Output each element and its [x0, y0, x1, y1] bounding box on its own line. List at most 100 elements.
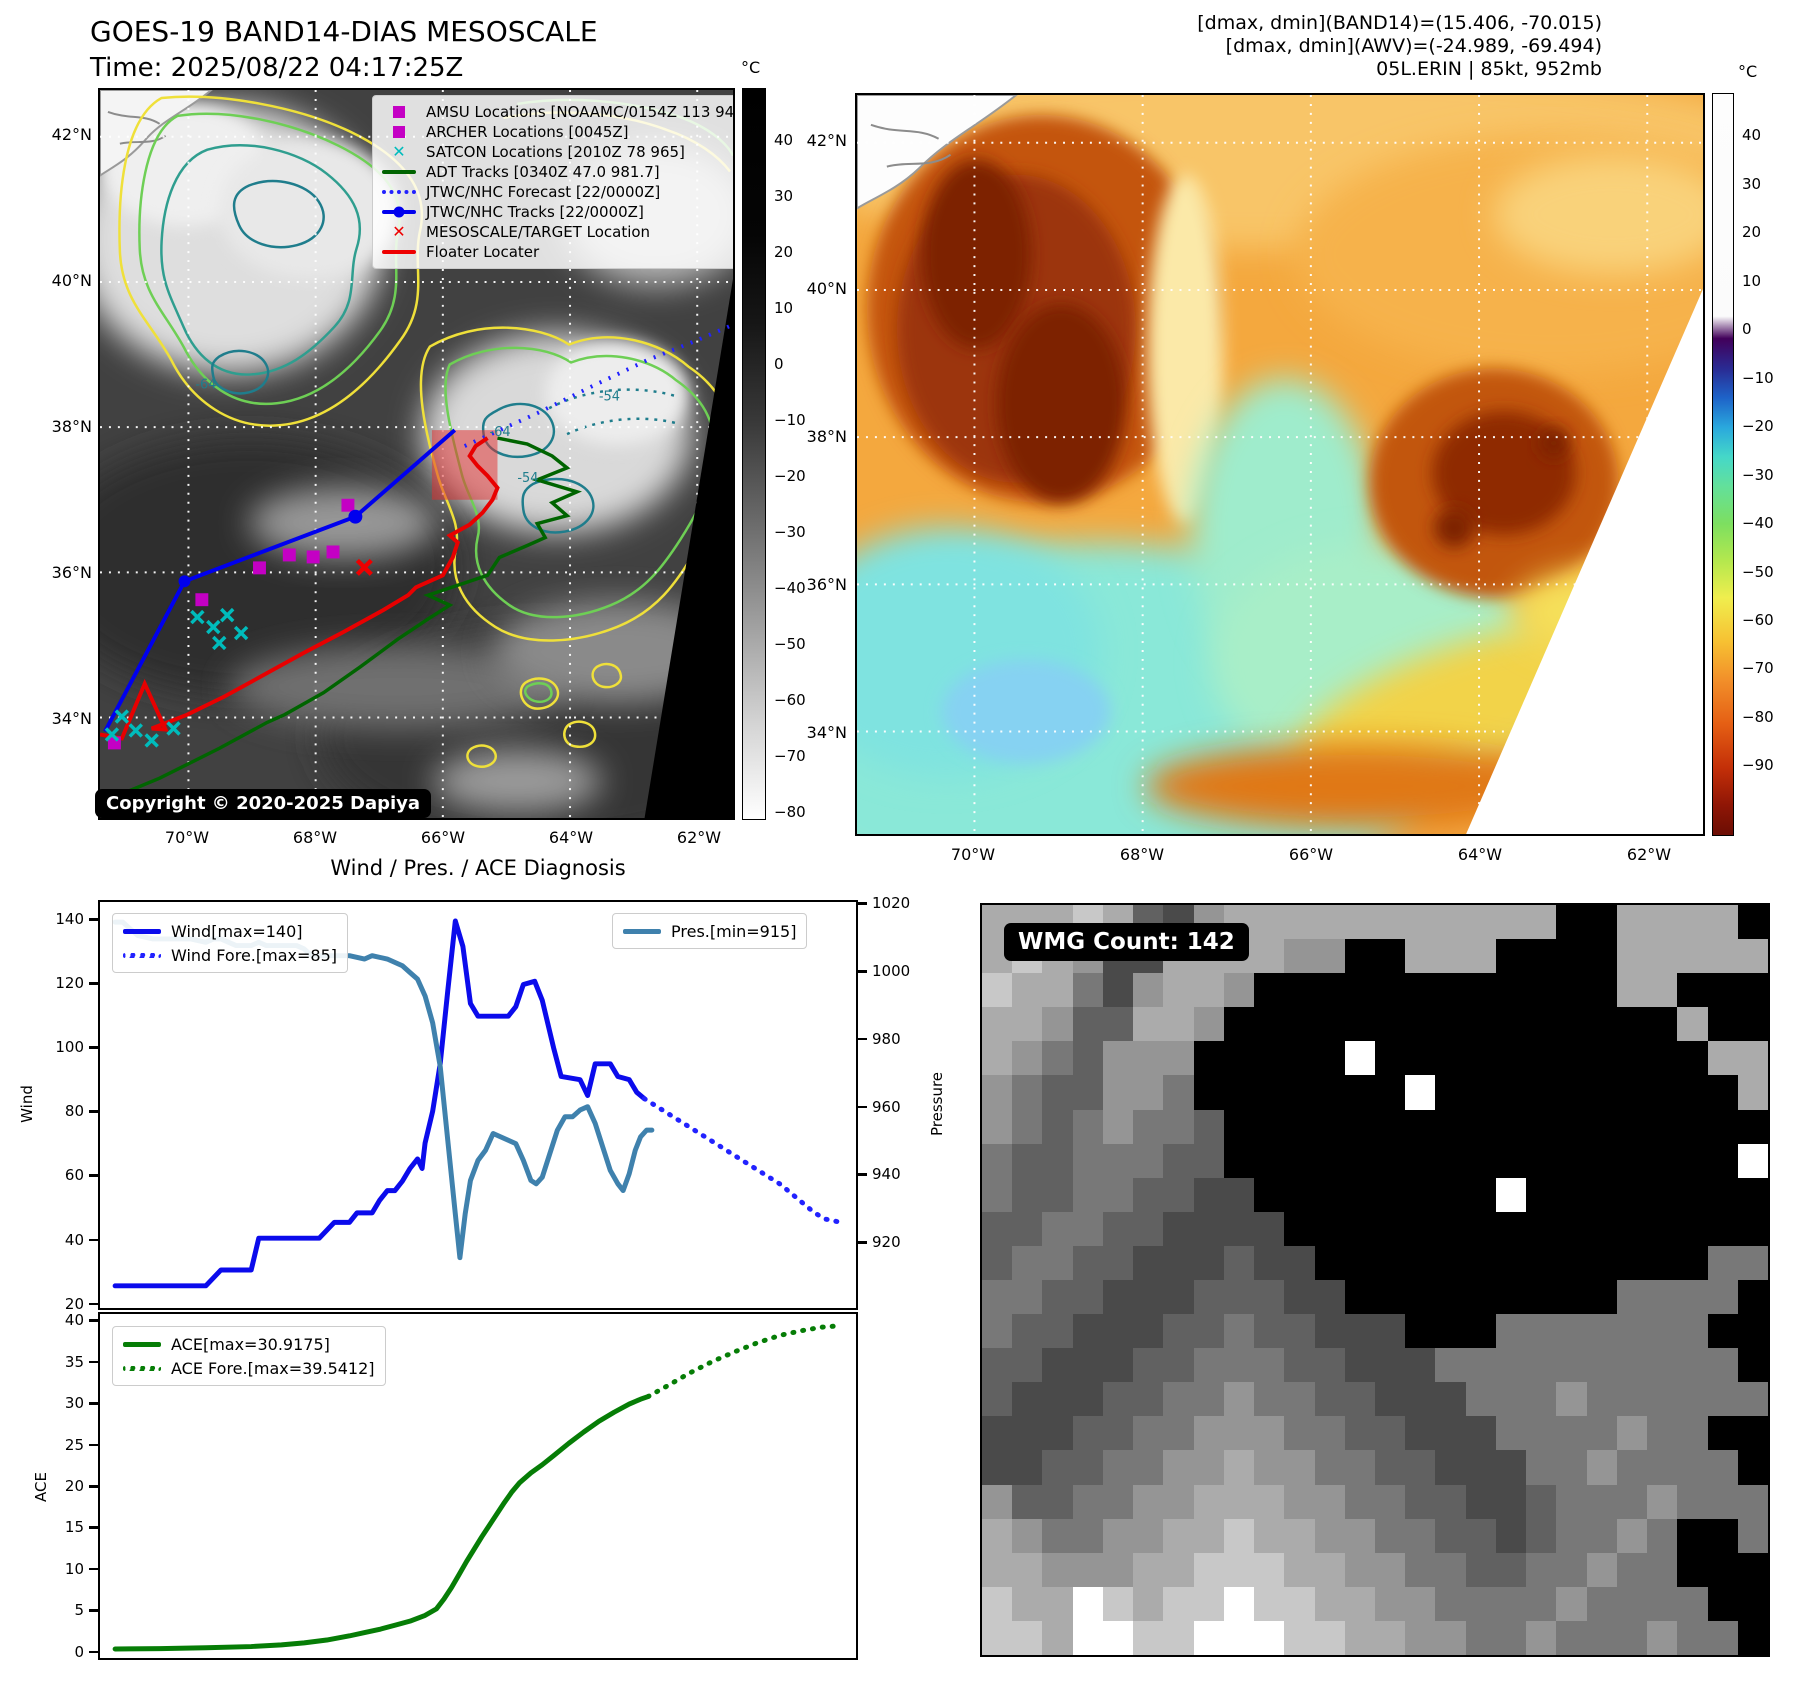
wmg-cell: [1072, 1518, 1103, 1553]
wmg-cell: [1556, 1245, 1587, 1280]
axis-tick-label: 1020: [872, 894, 911, 913]
wmg-cell: [1102, 1416, 1134, 1451]
legend-label: JTWC/NHC Forecast [22/0000Z]: [426, 183, 661, 201]
wmg-cell: [1314, 939, 1345, 974]
wmg-cell: [1314, 1075, 1345, 1110]
wmg-cell: [1284, 1211, 1315, 1246]
wmg-cell: [1677, 1075, 1708, 1110]
wmg-cell: [982, 1484, 1013, 1519]
wmg-cell: [1435, 1518, 1466, 1553]
map-tick-label: 62°W: [1626, 845, 1672, 864]
chart-legend-label: Wind[max=140]: [171, 921, 303, 941]
wmg-cell: [1465, 905, 1496, 940]
square-marker: [381, 105, 417, 119]
wmg-cell: [1586, 1211, 1617, 1246]
wmg-cell: [1375, 1143, 1406, 1178]
legend-label: AMSU Locations [NOAAMC/0154Z 113 947]: [426, 103, 735, 121]
wmg-cell: [1707, 1109, 1738, 1144]
wmg-cell: [1707, 1245, 1738, 1280]
wmg-cell: [1556, 1143, 1587, 1178]
colorbar-tick-label: 0: [1742, 320, 1752, 339]
wmg-cell: [1677, 1620, 1708, 1655]
series-ACE[max=30.9175]: [112, 1394, 651, 1652]
wmg-pixel-grid: [982, 905, 1768, 1655]
colorbar-tick-label: −50: [1742, 562, 1774, 581]
wmg-cell: [1495, 1075, 1527, 1110]
wmg-cell: [1163, 1552, 1194, 1587]
map-tick-label: 38°N: [51, 417, 92, 436]
wmg-cell: [1435, 973, 1466, 1008]
wmg-cell: [1647, 973, 1678, 1008]
wmg-cell: [1495, 1177, 1527, 1212]
wmg-cell: [1314, 1279, 1345, 1315]
wmg-cell: [1586, 1109, 1617, 1144]
wmg-cell: [1707, 1382, 1738, 1417]
colorbar-tick-label: −70: [774, 746, 806, 765]
wmg-cell: [1344, 1620, 1375, 1655]
wmg-cell: [1556, 1041, 1587, 1076]
wmg-cell: [1526, 1450, 1557, 1485]
wmg-cell: [1465, 1245, 1496, 1280]
wmg-cell: [1465, 1211, 1496, 1246]
wmg-cell: [1737, 1075, 1768, 1110]
wmg-cell: [1163, 1348, 1194, 1383]
wmg-cell: [1556, 1007, 1587, 1042]
wmg-cell: [982, 1211, 1013, 1246]
axis-tick-label: 35: [64, 1352, 84, 1371]
wmg-cell: [1223, 1382, 1255, 1417]
wmg-count-badge: WMG Count: 142: [1004, 923, 1249, 961]
wmg-cell: [1405, 905, 1436, 940]
wmg-cell: [1737, 1518, 1768, 1553]
wmg-cell: [1042, 1143, 1073, 1178]
wmg-cell: [1314, 1518, 1345, 1553]
wmg-cell: [1556, 1109, 1587, 1144]
wmg-cell: [1102, 1143, 1134, 1178]
wmg-cell: [1526, 1484, 1557, 1519]
wmg-cell: [1284, 1416, 1315, 1451]
wmg-cell: [1284, 1041, 1315, 1076]
wmg-cell: [1495, 1586, 1527, 1621]
wmg-cell: [1737, 1041, 1768, 1076]
wmg-cell: [1254, 905, 1285, 940]
wmg-cell: [1314, 1177, 1345, 1212]
wmg-cell: [1737, 905, 1768, 940]
wmg-cell: [1405, 1245, 1436, 1280]
wmg-cell: [982, 1314, 1013, 1349]
wmg-cell: [1254, 1518, 1285, 1553]
wmg-cell: [1012, 1177, 1043, 1212]
wmg-cell: [1677, 1450, 1708, 1485]
chart-legend-item: ACE Fore.[max=39.5412]: [123, 1356, 375, 1380]
wmg-cell: [1314, 1450, 1345, 1485]
wmg-cell: [1042, 1552, 1073, 1587]
wmg-cell: [1495, 1382, 1527, 1417]
legend-item: ARCHER Locations [0045Z]: [381, 122, 733, 142]
legend-item: JTWC/NHC Forecast [22/0000Z]: [381, 182, 733, 202]
wmg-cell: [1616, 1109, 1648, 1144]
map-tick-label: 38°N: [806, 427, 847, 446]
wmg-cell: [1435, 1314, 1466, 1349]
legend-item: ✕ MESOSCALE/TARGET Location: [381, 222, 733, 242]
colorbar-tick-label: −30: [774, 522, 806, 541]
wmg-cell: [1586, 1518, 1617, 1553]
wmg-cell: [1102, 1586, 1134, 1621]
wmg-cell: [1526, 939, 1557, 974]
wmg-cell: [1707, 1552, 1738, 1587]
wmg-cell: [1344, 1314, 1375, 1349]
wmg-cell: [1223, 1211, 1255, 1246]
axis-tick-mark: [89, 1319, 98, 1322]
axis-tick-mark: [89, 1609, 98, 1612]
wmg-cell: [1012, 1007, 1043, 1042]
wmg-cell: [1737, 1109, 1768, 1144]
axis-tick-mark: [89, 1238, 98, 1242]
wmg-cell: [1526, 1177, 1557, 1212]
wmg-cell: [1344, 1586, 1375, 1621]
axis-tick-mark: [89, 1110, 98, 1113]
wmg-cell: [1465, 1382, 1496, 1417]
wmg-cell: [1647, 1348, 1678, 1383]
wmg-cell: [1193, 1314, 1224, 1349]
wmg-cell: [1254, 1279, 1285, 1315]
wmg-cell: [1133, 1314, 1164, 1349]
legend-item: Floater Locater: [381, 242, 733, 262]
wmg-cell: [1677, 1314, 1708, 1349]
wmg-cell: [1133, 1211, 1164, 1246]
